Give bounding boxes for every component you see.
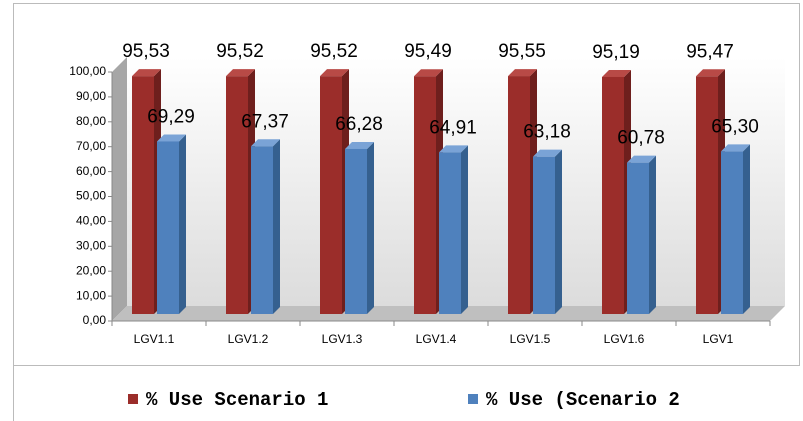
y-tick-label: 30,00 bbox=[76, 238, 106, 252]
bar-top bbox=[132, 69, 161, 77]
value-label: 95,55 bbox=[498, 41, 546, 62]
value-label: 95,53 bbox=[122, 41, 170, 62]
y-tick-label: 40,00 bbox=[76, 214, 106, 228]
bar-side bbox=[179, 134, 186, 314]
bar-top bbox=[696, 69, 725, 77]
bar-top bbox=[414, 69, 443, 77]
bar-side bbox=[649, 155, 656, 314]
bar-top bbox=[508, 69, 537, 77]
x-tick-label: LGV1 bbox=[703, 332, 734, 346]
bar bbox=[320, 76, 342, 314]
x-tick-label: LGV1.6 bbox=[604, 332, 645, 346]
value-label: 64,91 bbox=[429, 117, 477, 138]
value-label: 69,29 bbox=[147, 106, 195, 127]
bar bbox=[602, 76, 624, 314]
x-tick-label: LGV1.5 bbox=[510, 332, 551, 346]
bar-top bbox=[602, 69, 631, 77]
bar-side bbox=[743, 144, 750, 314]
legend-swatch bbox=[468, 394, 478, 404]
bar-top bbox=[533, 149, 562, 157]
x-tick-label: LGV1.3 bbox=[322, 332, 363, 346]
y-tick-label: 100,00 bbox=[69, 64, 106, 78]
y-tick-label: 0,00 bbox=[83, 313, 107, 327]
bar-top bbox=[345, 141, 374, 149]
value-label: 95,19 bbox=[592, 42, 640, 63]
value-label: 66,28 bbox=[335, 114, 383, 135]
value-label: 65,30 bbox=[711, 116, 759, 137]
bar bbox=[345, 148, 367, 314]
bar-top bbox=[251, 139, 280, 147]
bar-side bbox=[367, 141, 374, 314]
bar-top bbox=[320, 69, 349, 77]
bar-top bbox=[157, 134, 186, 142]
bar-top bbox=[439, 145, 468, 153]
x-tick-label: LGV1.4 bbox=[416, 332, 457, 346]
value-label: 95,52 bbox=[310, 41, 358, 62]
x-tick-label: LGV1.1 bbox=[134, 332, 175, 346]
bar-top bbox=[226, 69, 255, 77]
bar bbox=[439, 152, 461, 314]
legend-label: % Use (Scenario 2 bbox=[486, 389, 680, 411]
value-label: 67,37 bbox=[241, 111, 289, 132]
value-label: 95,47 bbox=[686, 41, 734, 62]
bar bbox=[132, 76, 154, 314]
bar bbox=[721, 151, 743, 314]
bar bbox=[627, 162, 649, 314]
bar bbox=[251, 146, 273, 314]
side-wall bbox=[112, 57, 127, 321]
value-label: 95,49 bbox=[404, 41, 452, 62]
bar-top bbox=[627, 155, 656, 163]
bar-side bbox=[555, 149, 562, 314]
y-tick-label: 10,00 bbox=[76, 288, 106, 302]
value-label: 60,78 bbox=[617, 128, 665, 149]
bar bbox=[533, 156, 555, 314]
legend-swatch bbox=[128, 394, 138, 404]
chart-frame bbox=[13, 3, 800, 366]
x-tick-label: LGV1.2 bbox=[228, 332, 269, 346]
bar bbox=[508, 76, 530, 314]
y-tick-label: 20,00 bbox=[76, 263, 106, 277]
bar bbox=[414, 76, 436, 315]
bar bbox=[696, 76, 718, 315]
y-tick-label: 50,00 bbox=[76, 189, 106, 203]
bar-side bbox=[461, 145, 468, 314]
y-tick-label: 90,00 bbox=[76, 89, 106, 103]
value-label: 63,18 bbox=[523, 122, 571, 143]
bar-side bbox=[273, 139, 280, 314]
y-tick-label: 80,00 bbox=[76, 114, 106, 128]
bar-top bbox=[721, 144, 750, 152]
y-tick-label: 70,00 bbox=[76, 139, 106, 153]
legend-label: % Use Scenario 1 bbox=[146, 389, 328, 411]
y-tick-label: 60,00 bbox=[76, 164, 106, 178]
bar bbox=[226, 76, 248, 314]
value-label: 95,52 bbox=[216, 41, 264, 62]
bar bbox=[157, 141, 179, 314]
